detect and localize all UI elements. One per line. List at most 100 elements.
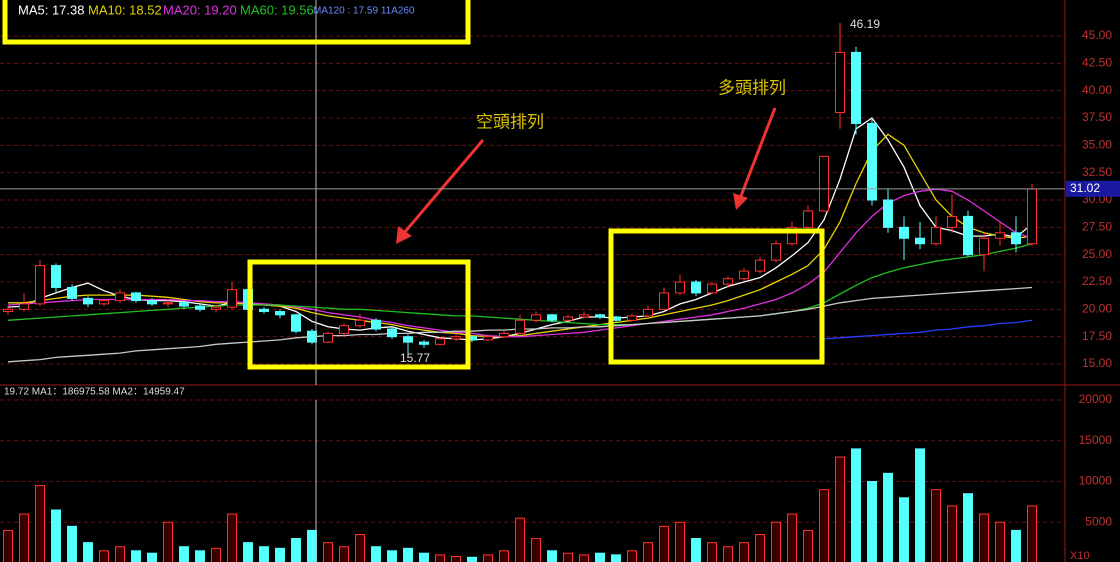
volume-bar: [99, 550, 109, 562]
ma-line: [823, 319, 1033, 340]
candle-body: [339, 325, 349, 334]
volume-bar: [915, 448, 925, 562]
candle-body: [851, 51, 861, 124]
candle-body: [771, 243, 781, 261]
arrow-head: [733, 193, 748, 210]
volume-bar: [419, 552, 429, 562]
y-tick-label: 15000: [1079, 433, 1113, 447]
y-tick-label: 35.00: [1082, 138, 1112, 152]
volume-bar: [659, 525, 669, 562]
candle-body: [883, 199, 893, 228]
volume-bar: [1027, 505, 1037, 562]
candle-body: [739, 270, 749, 280]
volume-bar: [67, 525, 77, 562]
volume-bar: [307, 529, 317, 562]
candle-body: [1027, 188, 1037, 245]
y-tick-label: 10000: [1079, 474, 1113, 488]
candle-body: [675, 281, 685, 294]
legend-entry: MA5: 17.38: [18, 2, 85, 17]
volume-bar: [259, 546, 269, 562]
volume-bar: [947, 505, 957, 562]
volume-bar: [83, 542, 93, 562]
candle-body: [3, 308, 13, 313]
volume-bar: [1011, 529, 1021, 562]
candle-body: [787, 226, 797, 245]
volume-bar: [339, 546, 349, 562]
candle-body: [515, 319, 525, 334]
volume-bar: [995, 521, 1005, 562]
volume-bar: [611, 554, 621, 562]
y-tick-label: 20000: [1079, 392, 1113, 406]
volume-bar: [963, 493, 973, 562]
ma-line: [7, 188, 1033, 338]
candle-body: [163, 302, 173, 305]
volume-header: 19.72 MA1：186975.58 MA2：14959.47: [4, 387, 185, 398]
candle-body: [867, 122, 877, 201]
volume-bar: [739, 542, 749, 562]
volume-bar: [691, 538, 701, 562]
volume-bar: [627, 550, 637, 562]
candle-body: [755, 259, 765, 272]
y-tick-label: 5000: [1085, 514, 1112, 528]
candle-body: [1011, 232, 1021, 245]
candle-body: [147, 300, 157, 305]
volume-bar: [547, 550, 557, 562]
volume-bars: [3, 448, 1037, 562]
volume-bar: [675, 521, 685, 562]
legend-entry: MA10: 18.52: [88, 2, 162, 17]
volume-bar: [787, 513, 797, 562]
volume-bar: [387, 550, 397, 562]
candle-body: [659, 292, 669, 310]
volume-bar: [643, 542, 653, 562]
candle-body: [499, 332, 509, 338]
highlight-box: [608, 228, 825, 365]
y-tick-label: 27.50: [1082, 220, 1112, 234]
volume-bar: [355, 533, 365, 562]
volume-bar: [883, 472, 893, 562]
candle-body: [579, 314, 589, 318]
low-label: 15.77: [400, 351, 430, 365]
candle-body: [915, 237, 925, 245]
candle-body: [691, 281, 701, 294]
y-tick-label: 37.50: [1082, 110, 1112, 124]
volume-bar: [403, 547, 413, 562]
volume-bar: [243, 542, 253, 562]
candle-body: [643, 308, 653, 317]
volume-bar: [803, 529, 813, 562]
volume-bar: [979, 513, 989, 562]
highlight-box: [247, 259, 471, 370]
volume-bar: [563, 552, 573, 562]
volume-bar: [515, 517, 525, 562]
candle-body: [227, 289, 237, 308]
candle-body: [819, 155, 829, 212]
volume-bar: [851, 448, 861, 562]
volume-bar: [595, 552, 605, 562]
candle-body: [947, 215, 957, 228]
volume-bar: [531, 538, 541, 562]
y-tick-label: 25.00: [1082, 247, 1112, 261]
volume-bar: [163, 521, 173, 562]
high-label: 46.19: [850, 17, 880, 31]
candle-body: [595, 314, 605, 318]
candle-body: [835, 51, 845, 114]
y-tick-label: 17.50: [1082, 329, 1112, 343]
annotation: 多頭排列: [718, 78, 786, 97]
crosshair-label: 31.02: [1070, 181, 1100, 195]
arrow-head: [396, 226, 412, 244]
candle-body: [115, 292, 125, 302]
candle-body: [419, 341, 429, 345]
highlight-box: [2, 0, 471, 45]
unit-box: [1066, 549, 1120, 562]
volume-bar: [19, 513, 29, 562]
arrow: [739, 107, 777, 197]
arrow: [402, 139, 485, 234]
candle-body: [723, 278, 733, 285]
volume-bar: [707, 542, 717, 562]
candle-body: [995, 232, 1005, 239]
ma-line: [8, 133, 1033, 338]
candle-body: [547, 314, 557, 321]
candle-body: [99, 300, 109, 305]
y-tick-label: 15.00: [1082, 356, 1112, 370]
candle-body: [275, 311, 285, 316]
